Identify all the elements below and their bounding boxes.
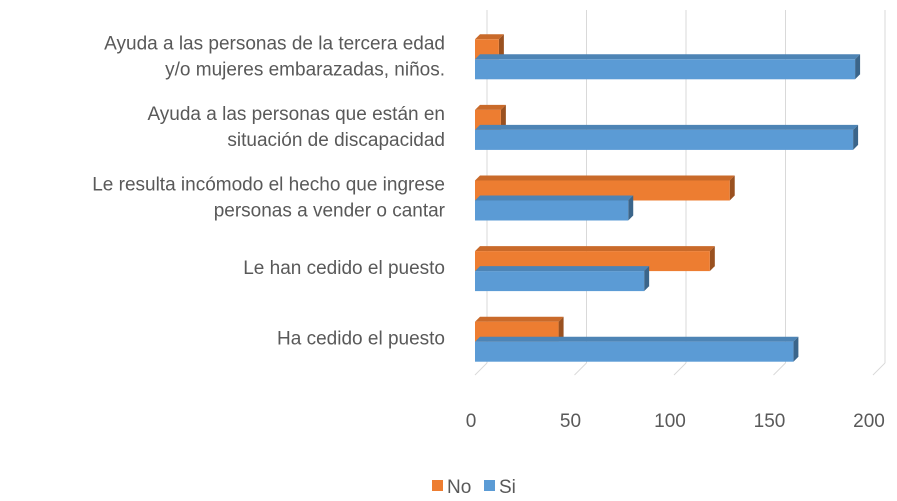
x-tick-label: 50 — [560, 411, 581, 432]
bar-face — [475, 271, 645, 292]
bar-face — [558, 316, 564, 342]
bar-face — [475, 104, 506, 110]
grid-line — [574, 362, 587, 376]
x-tick-label: 100 — [654, 411, 686, 432]
x-tick-label: 0 — [466, 411, 477, 432]
y-tick-label: personas a vender o cantar — [214, 201, 446, 222]
grid-line — [474, 362, 488, 376]
bar — [475, 104, 506, 130]
grid-line — [872, 362, 886, 376]
bar-face — [475, 336, 799, 342]
bar-face — [475, 266, 650, 272]
legend-label: No — [447, 477, 471, 498]
bar — [475, 266, 650, 292]
bar-face — [475, 54, 861, 60]
bar-face — [855, 54, 861, 80]
y-tick-label: Le resulta incómodo el hecho que ingrese — [92, 175, 445, 196]
bar-face — [475, 124, 859, 130]
legend-swatch — [484, 480, 495, 491]
y-tick-label: Le han cedido el puesto — [243, 258, 445, 279]
bar-face — [475, 316, 564, 322]
bar — [475, 124, 859, 150]
x-tick-label: 200 — [853, 411, 885, 432]
bar-face — [475, 129, 854, 150]
bar — [475, 195, 634, 221]
y-tick-label: situación de discapacidad — [227, 130, 445, 151]
bar-face — [500, 104, 506, 130]
bar-face — [498, 34, 504, 60]
y-tick-label: y/o mujeres embarazadas, niños. — [165, 59, 445, 80]
grid-line — [673, 362, 687, 376]
y-tick-label: Ayuda a las personas que están en — [147, 104, 445, 125]
y-tick-label: Ayuda a las personas de la tercera edad — [104, 33, 445, 54]
bar-face — [628, 195, 634, 221]
bar-face — [644, 266, 650, 292]
bar-face — [729, 175, 735, 201]
bar-face — [475, 246, 715, 252]
grid-line — [773, 362, 786, 376]
bar-face — [475, 195, 634, 201]
bar-face — [709, 246, 715, 272]
bar-face — [475, 200, 629, 221]
bar-face — [475, 109, 501, 130]
bar-face — [793, 336, 799, 362]
bar-face — [475, 59, 856, 80]
bar-face — [853, 124, 859, 150]
y-tick-label: Ha cedido el puesto — [277, 329, 445, 350]
bar — [475, 54, 861, 80]
legend-label: Si — [499, 477, 516, 498]
bar-face — [475, 341, 794, 362]
bar-face — [475, 175, 735, 181]
legend-swatch — [432, 480, 443, 491]
bar — [475, 336, 799, 362]
bar-face — [475, 34, 504, 40]
x-tick-label: 150 — [754, 411, 786, 432]
